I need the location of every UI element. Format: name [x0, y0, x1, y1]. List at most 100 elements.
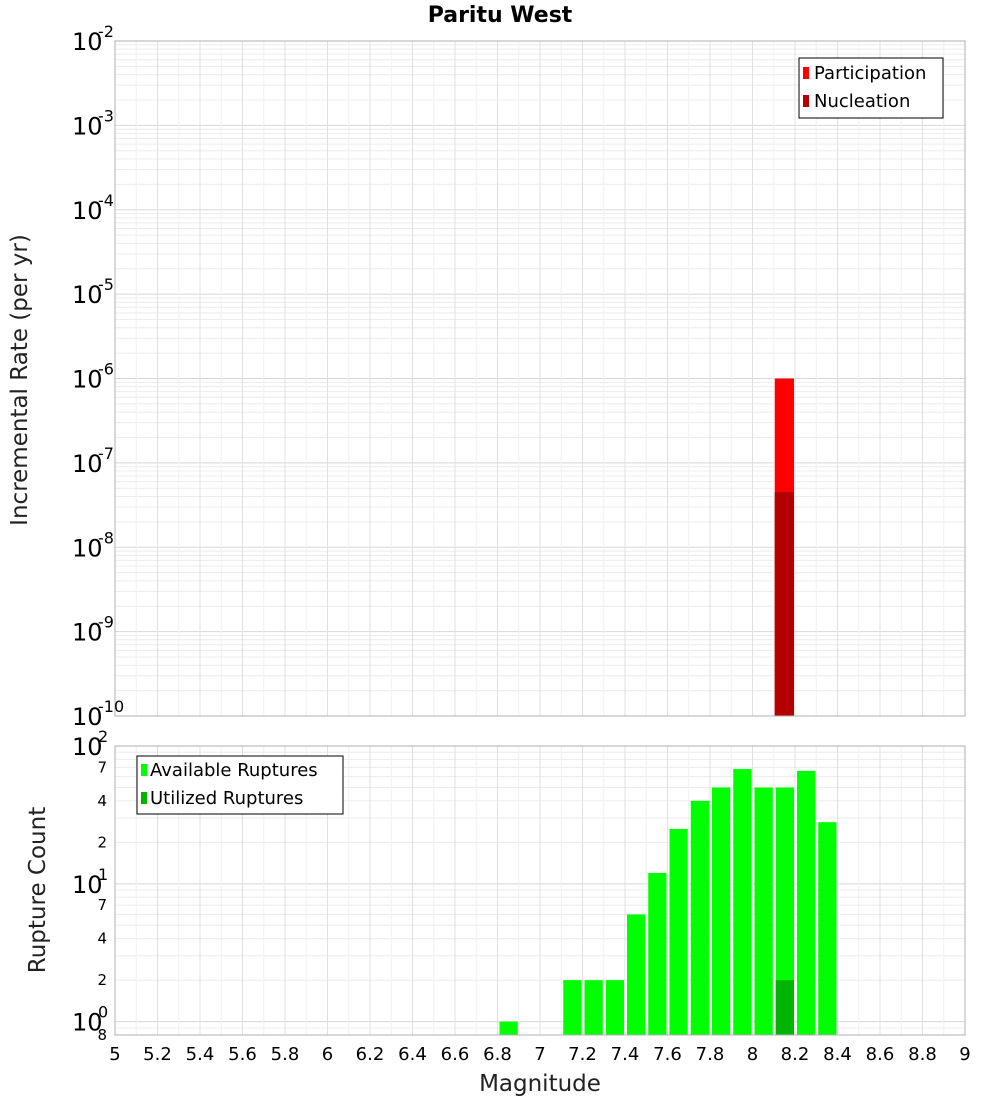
bottom-bar-available-ruptures: [775, 787, 794, 1035]
tick-base: 10: [72, 1009, 103, 1037]
bottom-legend: Available Ruptures Utilized Ruptures: [136, 755, 344, 815]
tick-exponent: -10: [98, 697, 124, 716]
tick-exponent: 0: [98, 1003, 108, 1022]
bottom-y-minor-tick-label: 7: [97, 896, 107, 914]
bottom-y-axis-label: Rupture Count: [25, 807, 51, 973]
x-tick-label: 7: [534, 1044, 545, 1065]
tick-base: 10: [72, 733, 103, 761]
x-tick-label: 8.8: [908, 1044, 937, 1065]
bottom-bar-available-ruptures: [690, 800, 709, 1035]
tick-exponent: -6: [98, 360, 114, 379]
x-tick-label: 6.8: [483, 1044, 512, 1065]
tick-exponent: 2: [98, 727, 108, 746]
top-y-tick-label: 10-6: [72, 360, 114, 394]
x-tick-label: 8.2: [781, 1044, 810, 1065]
tick-base: 10: [72, 112, 103, 140]
x-tick-label: 5.6: [228, 1044, 257, 1065]
bottom-y-minor-tick-label: 4: [97, 930, 107, 948]
top-y-axis-label: Incremental Rate (per yr): [7, 234, 33, 526]
x-tick-label: 7.8: [696, 1044, 725, 1065]
x-tick-label: 5.8: [271, 1044, 300, 1065]
tick-exponent: -8: [98, 528, 114, 547]
legend-label-available-ruptures: Available Ruptures: [150, 760, 318, 781]
top-y-tick-label: 10-9: [72, 613, 114, 647]
x-tick-label: 8.4: [823, 1044, 852, 1065]
x-tick-label: 7.4: [611, 1044, 640, 1065]
bottom-bars: [499, 769, 837, 1035]
bottom-bar-available-ruptures: [563, 980, 582, 1035]
x-tick-label: 8: [747, 1044, 758, 1065]
bottom-y-tick-label: 100: [72, 1003, 108, 1037]
x-tick-label: 6.2: [356, 1044, 385, 1065]
legend-label-participation: Participation: [814, 63, 926, 84]
bottom-plot-frame: [114, 745, 966, 1036]
top-legend: Participation Nucleation: [798, 57, 944, 119]
tick-base: 10: [72, 197, 103, 225]
bottom-bar-available-ruptures: [584, 980, 603, 1035]
top-y-tick-label: 10-3: [72, 106, 114, 140]
top-grid: [114, 41, 966, 717]
legend-swatch-available-ruptures: [141, 764, 147, 776]
top-y-tick-label: 10-2: [72, 22, 114, 56]
bottom-legend-box: [136, 755, 344, 815]
top-y-tick-label: 10-8: [72, 528, 114, 562]
top-y-tick-label: 10-4: [72, 191, 114, 225]
x-axis-label: Magnitude: [479, 1071, 601, 1097]
x-tick-label: 5.2: [143, 1044, 172, 1065]
x-tick-label: 6.4: [398, 1044, 427, 1065]
bottom-bar-available-ruptures: [669, 828, 688, 1035]
bottom-bar-available-ruptures: [818, 822, 837, 1035]
tick-base: 10: [72, 703, 103, 731]
tick-base: 10: [72, 366, 103, 394]
x-tick-label: 5: [109, 1044, 120, 1065]
bottom-y-minor-tick-label: 7: [97, 758, 107, 776]
tick-base: 10: [72, 619, 103, 647]
chart-title: Paritu West: [428, 3, 573, 28]
bottom-y-tick-label: 102: [72, 727, 108, 761]
x-tick-labels: 5 5.2 5.4 5.6 5.8 6 6.2 6.4 6.6 6.8 7 7.2 7.4 7.6 7.8 8…: [109, 1044, 970, 1065]
tick-base: 10: [72, 871, 103, 899]
legend-swatch-participation: [803, 67, 809, 79]
bottom-bar-available-ruptures: [797, 770, 816, 1035]
top-y-tick-labels: 10-210-310-410-510-610-710-810-910-10: [72, 22, 124, 731]
top-bars: [774, 378, 794, 716]
tick-exponent: -4: [98, 191, 114, 210]
bottom-y-tick-label: 101: [72, 865, 108, 899]
top-bar-nucleation: [774, 492, 794, 716]
bottom-bar-available-ruptures: [712, 787, 731, 1035]
bottom-bar-available-ruptures: [733, 769, 752, 1035]
x-tick-label: 7.6: [653, 1044, 682, 1065]
x-tick-label: 9: [959, 1044, 970, 1065]
bottom-bar-available-ruptures: [648, 872, 667, 1035]
top-y-tick-label: 10-10: [72, 697, 124, 731]
tick-base: 10: [72, 534, 103, 562]
bottom-y-minor-tick-label: 8: [97, 1026, 107, 1044]
top-plot-frame: [114, 40, 966, 717]
bottom-bar-available-ruptures: [605, 980, 624, 1035]
x-tick-label: 6.6: [441, 1044, 470, 1065]
x-tick-label: 7.2: [568, 1044, 597, 1065]
x-tick-label: 5.4: [186, 1044, 215, 1065]
top-y-tick-label: 10-7: [72, 444, 114, 478]
bottom-y-minor-tick-label: 2: [97, 833, 107, 851]
tick-exponent: -5: [98, 275, 114, 294]
legend-swatch-utilized-ruptures: [141, 792, 147, 804]
legend-label-utilized-ruptures: Utilized Ruptures: [150, 788, 303, 809]
bottom-y-minor-tick-label: 4: [97, 792, 107, 810]
tick-exponent: -2: [98, 22, 114, 41]
tick-exponent: -7: [98, 444, 114, 463]
top-y-tick-label: 10-5: [72, 275, 114, 309]
tick-base: 10: [72, 28, 103, 56]
tick-exponent: -9: [98, 613, 114, 632]
tick-exponent: -3: [98, 106, 114, 125]
legend-swatch-nucleation: [803, 95, 809, 107]
top-legend-box: [798, 57, 944, 119]
bottom-bar-available-ruptures: [499, 1021, 518, 1035]
bottom-bar-utilized-ruptures: [775, 980, 794, 1035]
x-tick-label: 6: [322, 1044, 333, 1065]
bottom-y-minor-tick-label: 2: [97, 971, 107, 989]
bottom-bar-available-ruptures: [754, 787, 773, 1035]
x-tick-label: 8.6: [866, 1044, 895, 1065]
legend-label-nucleation: Nucleation: [814, 91, 910, 112]
